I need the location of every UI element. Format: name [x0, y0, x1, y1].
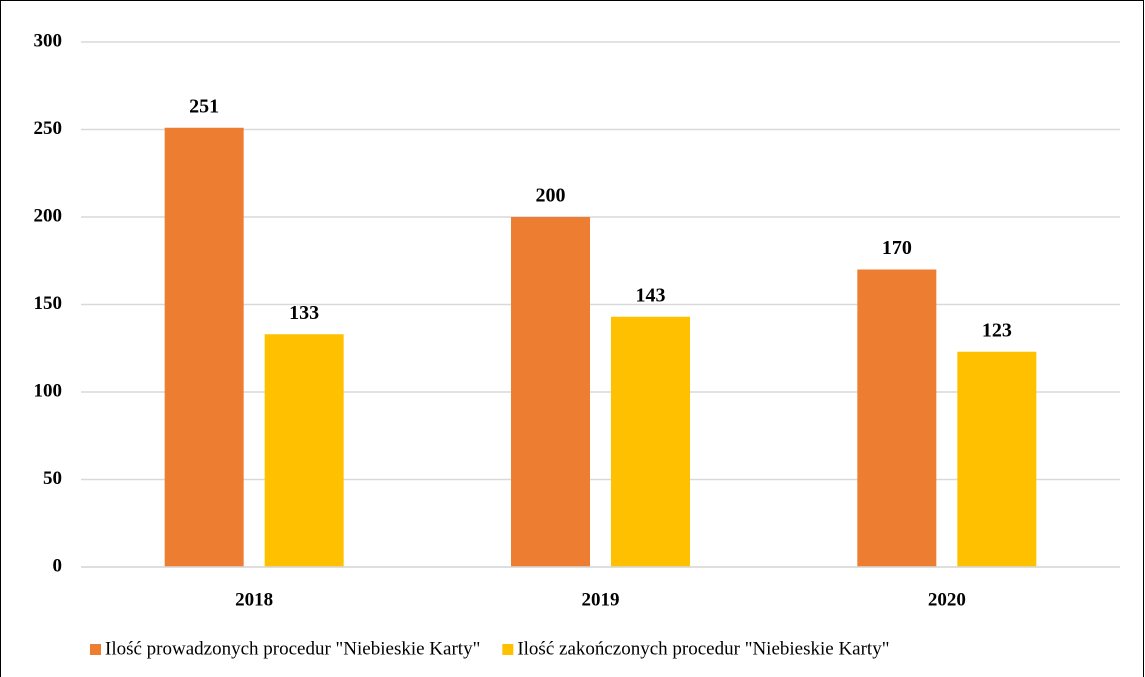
- legend-label: Ilość zakończonych procedur "Niebieskie …: [517, 638, 889, 659]
- y-tick-label: 250: [34, 118, 63, 139]
- bar: [511, 217, 590, 567]
- bar: [264, 334, 344, 567]
- legend-swatch: [502, 644, 514, 655]
- legend-swatch: [90, 644, 101, 655]
- legend-label: Ilość prowadzonych procedur "Niebieskie …: [105, 638, 480, 659]
- data-label: 251: [189, 95, 219, 117]
- y-tick-label: 50: [43, 468, 62, 489]
- bar: [164, 127, 244, 567]
- data-label: 170: [882, 237, 912, 259]
- y-tick-label: 150: [34, 293, 63, 314]
- bar: [611, 316, 690, 567]
- data-label: 123: [982, 319, 1012, 341]
- data-label: 133: [289, 302, 319, 324]
- y-tick-label: 100: [34, 380, 63, 401]
- x-tick-label: 2019: [582, 589, 620, 610]
- data-label: 200: [536, 185, 566, 207]
- x-tick-label: 2020: [928, 589, 966, 610]
- data-label: 143: [636, 284, 666, 306]
- y-tick-label: 0: [53, 555, 63, 576]
- bar: [857, 269, 937, 567]
- x-tick-label: 2018: [235, 589, 273, 610]
- bar: [957, 351, 1037, 567]
- y-tick-label: 300: [34, 30, 63, 51]
- y-tick-label: 200: [34, 205, 63, 226]
